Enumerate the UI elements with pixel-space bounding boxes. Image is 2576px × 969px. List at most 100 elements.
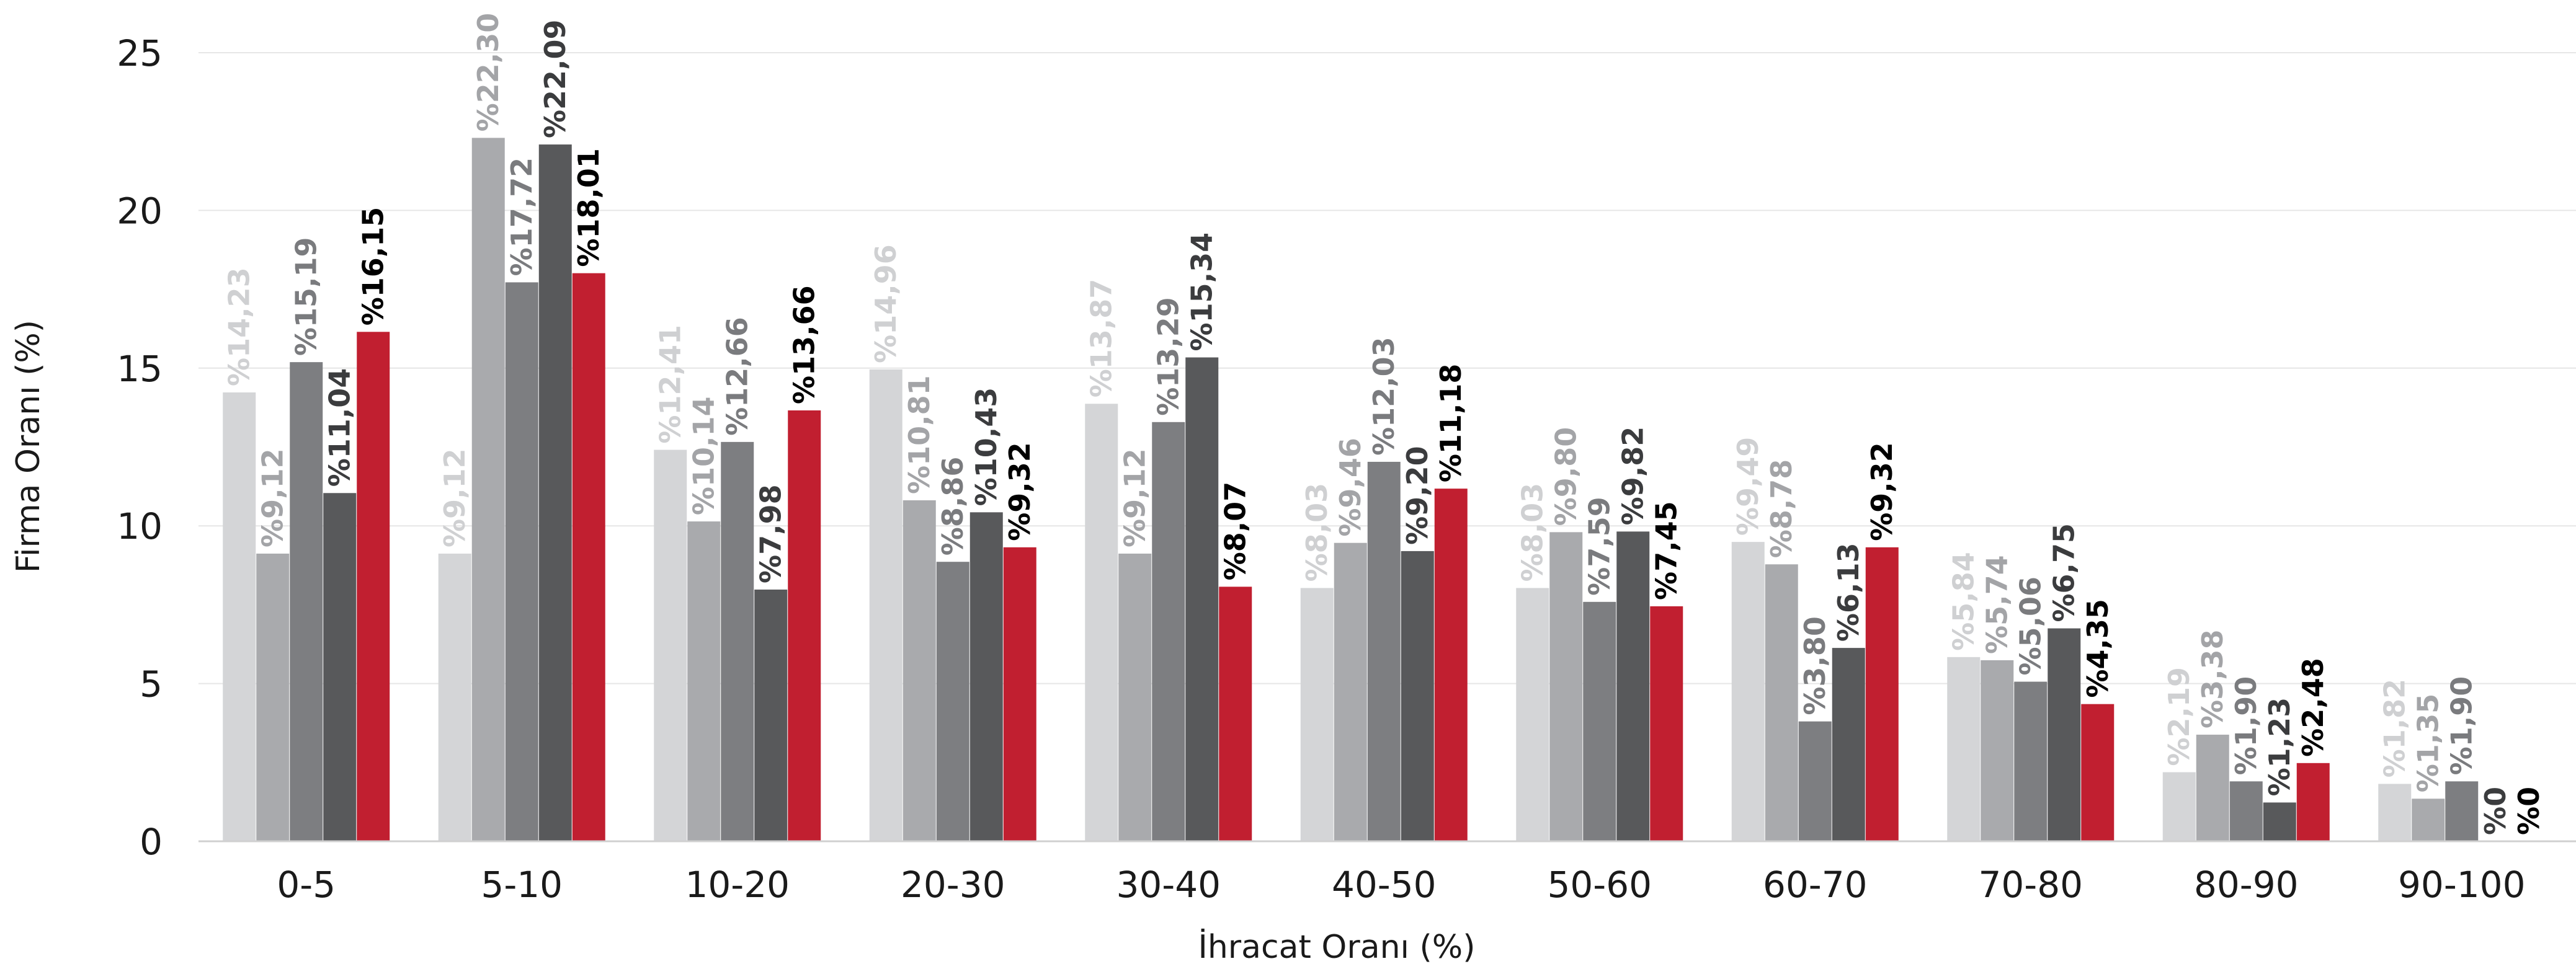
data-label: %9,80: [1549, 427, 1583, 526]
data-labels: %14,23 %9,12 %15,19%11,04 %16,15 %9,12 %22,30…: [223, 13, 2546, 835]
data-label: %0: [2479, 787, 2512, 835]
data-label: %2,19: [2162, 667, 2196, 766]
data-label: %3,38: [2196, 629, 2229, 728]
data-label: %1,82: [2378, 679, 2412, 778]
bar: [2296, 763, 2330, 841]
data-label: %18,01: [572, 148, 605, 267]
data-label: %22,09: [538, 19, 572, 138]
bar: [1516, 588, 1549, 841]
bar: [1549, 532, 1583, 841]
x-tick-label: 0-5: [277, 864, 336, 906]
x-tick-label: 40-50: [1332, 864, 1437, 906]
bar: [1085, 404, 1118, 841]
bar: [323, 493, 357, 841]
bar: [538, 144, 572, 842]
bar: [2048, 628, 2081, 841]
x-tick-label: 80-90: [2194, 864, 2299, 906]
data-label: %5,74: [1981, 555, 2014, 654]
data-label: %9,46: [1334, 438, 1367, 537]
data-label: %14,96: [869, 244, 902, 363]
x-tick-label: 70-80: [1978, 864, 2083, 906]
bar: [290, 362, 323, 841]
data-label: %11,04: [323, 368, 357, 487]
data-label: %2,48: [2296, 658, 2330, 757]
bar: [1798, 721, 1832, 841]
x-tick-label: 10-20: [685, 864, 790, 906]
bar: [2445, 781, 2479, 841]
data-label: %9,12: [1118, 448, 1152, 547]
data-label: %9,12: [256, 448, 290, 547]
bar: [2412, 799, 2445, 841]
data-label: %9,32: [1003, 442, 1036, 541]
x-tick-label: 60-70: [1763, 864, 1868, 906]
data-label: %6,13: [1832, 543, 1865, 642]
bar: [1947, 657, 1981, 841]
data-label: %1,90: [2445, 676, 2479, 776]
bar: [1832, 648, 1865, 841]
bar: [1367, 461, 1401, 841]
y-tick-label: 10: [117, 505, 163, 547]
bar: [1434, 489, 1468, 841]
bar: [2162, 772, 2196, 841]
data-label: %12,03: [1367, 337, 1401, 456]
bar: [1616, 531, 1650, 841]
bar: [438, 553, 471, 841]
bar: [223, 392, 256, 841]
bar: [1765, 564, 1798, 841]
bar: [256, 553, 290, 841]
data-label: %9,32: [1865, 442, 1899, 541]
bar: [936, 562, 969, 841]
bar: [654, 449, 687, 841]
bar: [2081, 704, 2115, 841]
data-label: %8,78: [1765, 459, 1798, 559]
data-label: %17,72: [505, 157, 538, 277]
data-label: %13,87: [1085, 279, 1118, 398]
x-tick-label: 20-30: [901, 864, 1005, 906]
bar: [1401, 551, 1434, 841]
data-label: %8,07: [1219, 482, 1252, 581]
bar: [471, 138, 505, 842]
bar: [1219, 586, 1252, 841]
bar: [969, 512, 1003, 841]
bar: [869, 369, 902, 841]
x-axis-ticks: 0-5 5-10 10-20 20-30 30-40 40-50 50-60 60-70 70-…: [277, 864, 2525, 906]
data-label: %1,23: [2263, 697, 2296, 797]
bar: [902, 500, 936, 841]
bar: [2014, 681, 2048, 841]
data-label: %8,03: [1516, 483, 1549, 582]
data-label: %9,20: [1401, 446, 1434, 545]
bar: [572, 273, 605, 841]
data-label: %1,90: [2229, 676, 2263, 776]
data-label: %16,15: [357, 207, 390, 326]
bar: [1152, 422, 1185, 841]
y-axis-ticks: 0 5 10 15 20 25: [117, 32, 163, 863]
bar: [1731, 542, 1765, 841]
y-axis-title: Firma Oranı (%): [10, 320, 47, 573]
data-label: %6,75: [2048, 523, 2081, 622]
data-label: %12,66: [721, 317, 754, 436]
x-tick-label: 5-10: [481, 864, 563, 906]
x-tick-label: 30-40: [1116, 864, 1221, 906]
bar: [721, 441, 754, 841]
data-label: %9,49: [1731, 437, 1765, 536]
data-label: %9,12: [438, 448, 471, 547]
y-tick-label: 15: [117, 348, 163, 390]
data-label: %7,45: [1650, 501, 1683, 600]
bar: [1185, 357, 1219, 841]
data-label: %7,98: [754, 484, 788, 583]
bar: [2229, 781, 2263, 841]
bar: [1865, 547, 1899, 841]
x-axis-title: İhracat Oranı (%): [1198, 928, 1475, 966]
bar: [788, 410, 821, 841]
bar: [1300, 588, 1334, 841]
bar: [1650, 606, 1683, 841]
data-label: %11,18: [1434, 364, 1468, 483]
bar: [754, 589, 788, 841]
data-label: %8,03: [1300, 483, 1334, 582]
y-tick-label: 0: [140, 821, 163, 863]
data-label: %14,23: [223, 267, 256, 386]
data-label: %1,35: [2412, 694, 2445, 793]
bar: [2263, 802, 2296, 841]
data-label: %13,66: [788, 285, 821, 404]
